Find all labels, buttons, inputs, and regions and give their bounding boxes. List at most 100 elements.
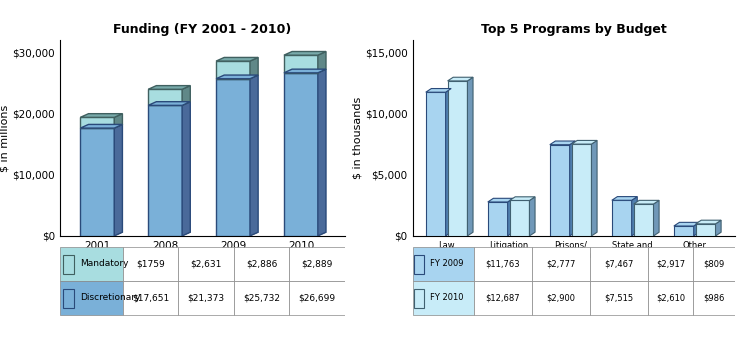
Polygon shape (148, 86, 190, 89)
FancyBboxPatch shape (60, 247, 123, 281)
Polygon shape (284, 55, 318, 73)
Text: $2,900: $2,900 (546, 293, 575, 302)
FancyBboxPatch shape (414, 289, 424, 308)
Polygon shape (284, 52, 326, 55)
Title: Top 5 Programs by Budget: Top 5 Programs by Budget (481, 24, 667, 36)
Title: Funding (FY 2001 - 2010): Funding (FY 2001 - 2010) (113, 24, 292, 36)
Polygon shape (488, 202, 508, 236)
Polygon shape (216, 232, 258, 236)
Polygon shape (80, 114, 122, 117)
Polygon shape (509, 197, 535, 201)
FancyBboxPatch shape (63, 289, 74, 308)
Polygon shape (216, 75, 258, 79)
Text: $809: $809 (704, 259, 724, 268)
FancyBboxPatch shape (474, 247, 532, 281)
Text: $2,777: $2,777 (546, 259, 575, 268)
Text: Discretionary: Discretionary (80, 293, 140, 302)
FancyBboxPatch shape (532, 247, 590, 281)
Polygon shape (148, 232, 190, 236)
Polygon shape (80, 232, 122, 236)
FancyBboxPatch shape (123, 247, 178, 281)
Text: $2,631: $2,631 (190, 259, 222, 268)
Text: $17,651: $17,651 (132, 293, 169, 302)
Polygon shape (634, 204, 653, 236)
Text: $12,687: $12,687 (485, 293, 520, 302)
Polygon shape (114, 124, 122, 236)
Text: $2,610: $2,610 (656, 293, 685, 302)
Polygon shape (632, 196, 638, 236)
Polygon shape (572, 144, 592, 236)
Polygon shape (448, 77, 473, 81)
Text: $1759: $1759 (136, 259, 165, 268)
Polygon shape (216, 61, 250, 79)
FancyBboxPatch shape (123, 281, 178, 315)
FancyBboxPatch shape (290, 281, 345, 315)
Text: $11,763: $11,763 (485, 259, 520, 268)
FancyBboxPatch shape (234, 281, 290, 315)
Polygon shape (694, 222, 699, 236)
Text: $7,515: $7,515 (604, 293, 634, 302)
Text: $21,373: $21,373 (188, 293, 225, 302)
Polygon shape (674, 226, 694, 236)
Polygon shape (446, 89, 452, 236)
Polygon shape (318, 69, 326, 236)
Polygon shape (592, 141, 597, 236)
Polygon shape (612, 196, 638, 200)
Polygon shape (696, 224, 715, 236)
FancyBboxPatch shape (590, 281, 648, 315)
Polygon shape (216, 57, 258, 61)
Polygon shape (509, 201, 530, 236)
Polygon shape (148, 89, 182, 105)
Polygon shape (148, 102, 190, 105)
FancyBboxPatch shape (63, 255, 74, 274)
FancyBboxPatch shape (648, 281, 693, 315)
Y-axis label: $ in millions: $ in millions (0, 104, 10, 172)
FancyBboxPatch shape (413, 247, 474, 281)
Polygon shape (216, 79, 250, 236)
Polygon shape (448, 81, 467, 236)
Text: FY 2010: FY 2010 (430, 293, 464, 302)
Text: $986: $986 (704, 293, 724, 302)
Polygon shape (80, 128, 114, 236)
Polygon shape (653, 201, 659, 236)
Polygon shape (182, 86, 190, 105)
FancyBboxPatch shape (474, 281, 532, 315)
Polygon shape (530, 197, 535, 236)
Polygon shape (114, 114, 122, 128)
Polygon shape (488, 198, 513, 202)
FancyBboxPatch shape (648, 247, 693, 281)
Polygon shape (612, 200, 632, 236)
Text: $2,917: $2,917 (656, 259, 685, 268)
Polygon shape (634, 201, 659, 204)
FancyBboxPatch shape (178, 247, 234, 281)
FancyBboxPatch shape (414, 255, 424, 274)
Text: Mandatory: Mandatory (80, 259, 128, 268)
Polygon shape (716, 220, 721, 236)
Text: FY 2009: FY 2009 (430, 259, 464, 268)
Polygon shape (550, 141, 575, 145)
Text: $25,732: $25,732 (243, 293, 280, 302)
Polygon shape (508, 198, 513, 236)
Polygon shape (284, 232, 326, 236)
FancyBboxPatch shape (178, 281, 234, 315)
Polygon shape (250, 57, 258, 79)
Polygon shape (572, 141, 597, 144)
Polygon shape (284, 69, 326, 73)
Polygon shape (696, 220, 721, 224)
Text: $26,699: $26,699 (298, 293, 336, 302)
Polygon shape (80, 124, 122, 128)
Polygon shape (674, 222, 699, 226)
Polygon shape (250, 75, 258, 236)
Y-axis label: $ in thousands: $ in thousands (352, 97, 362, 179)
Polygon shape (318, 52, 326, 73)
Polygon shape (182, 102, 190, 236)
Text: $7,467: $7,467 (604, 259, 634, 268)
FancyBboxPatch shape (234, 247, 290, 281)
Polygon shape (284, 73, 318, 236)
FancyBboxPatch shape (413, 281, 474, 315)
Text: $2,886: $2,886 (246, 259, 278, 268)
FancyBboxPatch shape (532, 281, 590, 315)
Polygon shape (148, 105, 182, 236)
FancyBboxPatch shape (693, 281, 735, 315)
Polygon shape (426, 89, 451, 92)
